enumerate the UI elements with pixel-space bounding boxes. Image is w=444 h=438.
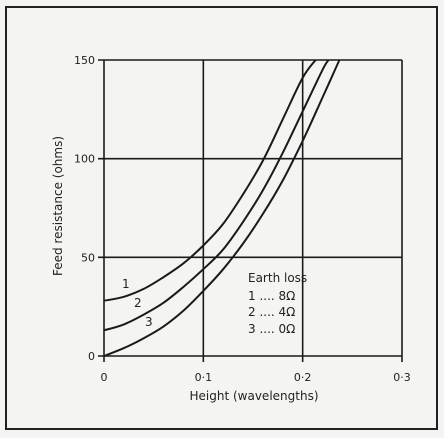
curve-label-3: 3 bbox=[145, 315, 153, 329]
series-line-1 bbox=[103, 59, 317, 302]
y-tick-label-1: 50 bbox=[81, 251, 95, 264]
legend: Earth loss 1 .... 8Ω 2 .... 4Ω 3 .... 0Ω bbox=[248, 271, 307, 336]
legend-entry-2: 2 .... 4Ω bbox=[248, 305, 295, 319]
legend-entry-3: 3 .... 0Ω bbox=[248, 322, 295, 336]
grid bbox=[98, 59, 403, 362]
legend-title: Earth loss bbox=[248, 271, 307, 285]
x-tick-label-1: 0·1 bbox=[195, 371, 213, 384]
tick-labels: 0 0·1 0·2 0·3 0 50 100 150 bbox=[74, 54, 411, 384]
y-tick-label-3: 150 bbox=[74, 54, 95, 67]
figure-frame bbox=[5, 6, 438, 430]
x-tick-label-0: 0 bbox=[101, 371, 108, 384]
legend-entry-1: 1 .... 8Ω bbox=[248, 289, 295, 303]
y-axis-label: Feed resistance (ohms) bbox=[51, 136, 65, 276]
curve-label-2: 2 bbox=[134, 296, 142, 310]
curve-label-1: 1 bbox=[122, 277, 130, 291]
x-tick-label-2: 0·2 bbox=[294, 371, 312, 384]
y-tick-label-0: 0 bbox=[88, 350, 95, 363]
y-tick-label-2: 100 bbox=[74, 153, 95, 166]
curves bbox=[103, 59, 341, 357]
x-tick-label-3: 0·3 bbox=[393, 371, 411, 384]
series-line-2 bbox=[103, 59, 330, 332]
curve-labels: 1 2 3 bbox=[122, 277, 153, 329]
series-line-3 bbox=[103, 59, 341, 357]
x-axis-label: Height (wavelengths) bbox=[190, 389, 319, 403]
